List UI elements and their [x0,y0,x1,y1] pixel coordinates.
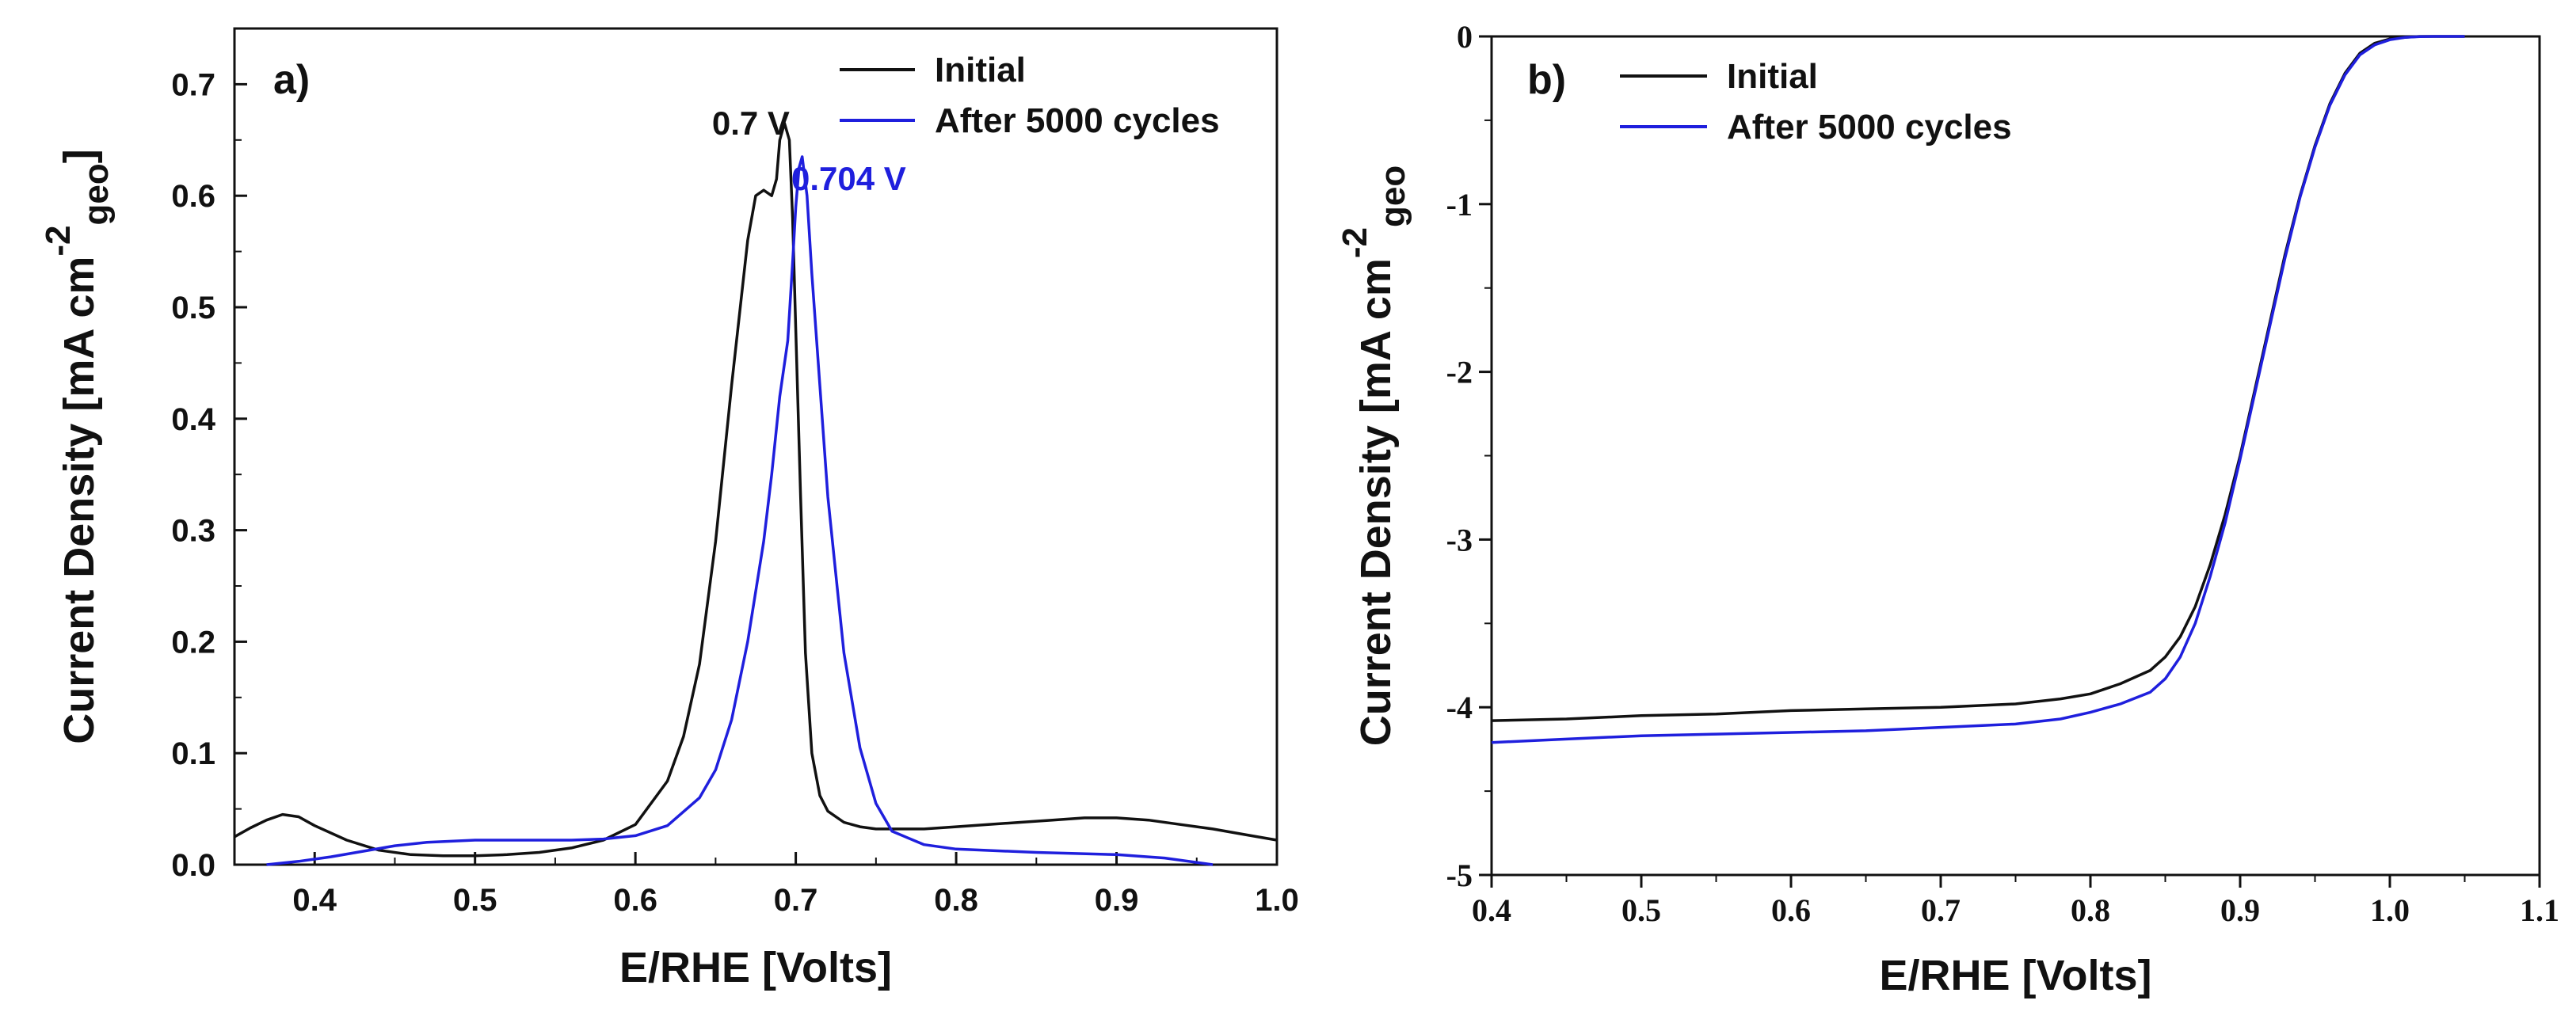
plot-frame [233,27,1278,866]
chart-panel-b: 0.4 0.5 0.6 0.7 0.8 0.9 1.0 1.1 0 -1 -2 -3 -4 -5 Initi… [1336,19,2559,999]
x-tick-label: 0.6 [1771,892,1811,928]
y-tick-label: 0.0 [171,848,215,883]
x-axis-title: E/RHE [Volts] [1879,952,2151,999]
y-tick-label: -1 [1446,187,1473,223]
y-tick-label: 0.4 [171,402,215,437]
plot-frame [1490,35,2541,877]
x-tick-label: 1.0 [1255,883,1299,918]
legend-label: After 5000 cycles [1727,108,2012,146]
x-tick-label: 0.9 [2220,892,2260,928]
series-line-after-5000-cycles [266,155,1214,866]
x-tick-label: 1.1 [2520,892,2559,928]
peak-annotation: 0.7 V [712,105,790,142]
y-tick-label: 0.1 [171,736,215,771]
x-tick-label: 0.5 [1621,892,1661,928]
y-tick-label: 0 [1457,19,1473,55]
x-tick-label: 0.7 [1921,892,1961,928]
x-tick-label: 0.7 [774,883,818,918]
y-tick-label: -4 [1446,690,1473,725]
x-axis-title: E/RHE [Volts] [619,944,892,991]
chart-panel-a: 0.4 0.5 0.6 0.7 0.8 0.9 1.0 0.0 0.1 0.2 0.3 0.4 0.5 0… [39,27,1299,991]
x-tick-label: 0.5 [453,883,497,918]
y-tick-label: -2 [1446,355,1473,390]
legend-label: Initial [935,51,1026,89]
y-tick-label: -5 [1446,858,1473,893]
x-tick-label: 0.4 [1472,892,1511,928]
legend-label: Initial [1727,57,1818,96]
x-tick-label: 0.4 [292,883,337,918]
legend-label: After 5000 cycles [935,101,1220,140]
y-tick-label: 0.3 [171,514,215,549]
y-tick-label: 0.2 [171,625,215,660]
y-axis-title: Current Density [mA cm-2geo [1336,165,1412,746]
y-tick-label: -3 [1446,522,1473,557]
x-tick-label: 0.9 [1095,883,1139,918]
x-tick-label: 1.0 [2370,892,2410,928]
peak-annotation: 0.704 V [791,160,906,197]
y-tick-label: 0.7 [171,67,215,102]
x-tick-label: 0.6 [613,883,657,918]
panel-label: b) [1527,57,1566,103]
y-tick-label: 0.5 [171,291,215,325]
y-tick-label: 0.6 [171,179,215,214]
series-line-initial [234,121,1278,858]
x-tick-label: 0.8 [2071,892,2110,928]
panel-label: a) [273,57,310,103]
series-line-after-5000-cycles [1491,35,2465,744]
y-axis-title: Current Density [mA cm-2geo] [39,149,116,744]
x-tick-label: 0.8 [934,883,978,918]
